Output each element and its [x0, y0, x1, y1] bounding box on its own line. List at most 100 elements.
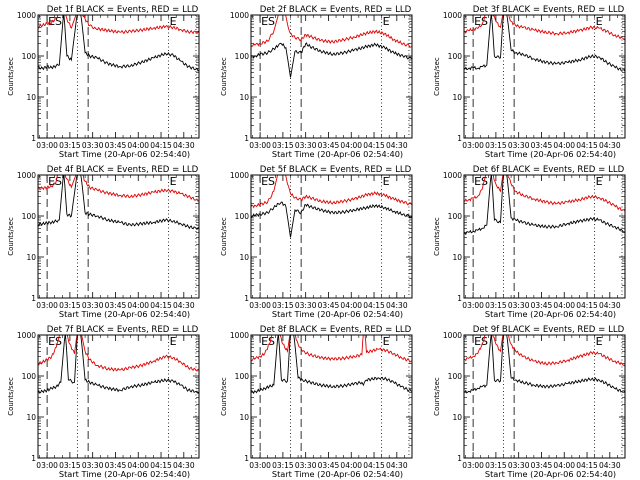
event-marker-label: ES: [48, 335, 62, 348]
x-tick-label: 03:45: [531, 461, 553, 470]
x-tick-label: 03:00: [462, 461, 484, 470]
y-axis-label: Counts/sec: [7, 57, 15, 96]
plot-frame: [250, 174, 413, 299]
x-tick-label: 04:15: [576, 141, 598, 150]
x-tick-label: 03:00: [249, 461, 271, 470]
chart-panel-9: Det 9f BLACK = Events, RED = LLD Counts/s…: [433, 325, 626, 479]
y-tick-label: 10: [452, 93, 462, 102]
x-tick-label: 03:15: [485, 141, 507, 150]
event-marker-label: ES: [261, 175, 275, 188]
plot-frame: [463, 174, 626, 299]
chart-panel-7: Det 7f BLACK = Events, RED = LLD Counts/s…: [7, 325, 200, 479]
y-tick-label: 1: [244, 294, 249, 303]
event-marker-label: E: [170, 15, 177, 28]
y-tick-label: 100: [448, 372, 463, 381]
lld-series-line: [251, 335, 412, 363]
x-tick-label: 04:15: [150, 141, 172, 150]
y-axis-label: Counts/sec: [433, 217, 441, 256]
chart-panel-3: Det 3f BLACK = Events, RED = LLD Counts/s…: [433, 5, 626, 159]
event-marker-label: ES: [48, 175, 62, 188]
x-tick-label: 04:00: [340, 141, 362, 150]
y-tick-label: 100: [235, 212, 250, 221]
plot-frame: [37, 174, 200, 299]
x-axis-label: Start Time (20-Apr-06 02:54:40): [272, 469, 403, 479]
y-axis-label: Counts/sec: [7, 377, 15, 416]
x-tick-label: 03:15: [59, 141, 81, 150]
x-tick-label: 03:15: [485, 301, 507, 310]
plot-frame: [37, 14, 200, 139]
x-tick-label: 04:30: [173, 301, 195, 310]
lld-series-line: [251, 175, 412, 209]
y-tick-label: 1000: [443, 171, 462, 180]
y-tick-label: 1: [244, 454, 249, 463]
y-tick-label: 100: [22, 52, 37, 61]
x-tick-label: 04:30: [599, 301, 621, 310]
x-tick-label: 03:30: [295, 461, 317, 470]
x-axis-label: Start Time (20-Apr-06 02:54:40): [272, 309, 403, 319]
x-tick-label: 04:00: [553, 141, 575, 150]
x-tick-label: 04:00: [127, 301, 149, 310]
lld-series-line: [464, 15, 625, 41]
chart-title: Det 9f BLACK = Events, RED = LLD: [473, 325, 625, 335]
x-axis-label: Start Time (20-Apr-06 02:54:40): [59, 469, 190, 479]
x-tick-label: 04:15: [363, 461, 385, 470]
x-tick-label: 03:00: [36, 301, 58, 310]
events-series-line: [38, 335, 199, 395]
y-tick-label: 1000: [17, 11, 36, 20]
plot-frame: [463, 14, 626, 139]
chart-title: Det 4f BLACK = Events, RED = LLD: [47, 165, 199, 175]
x-tick-label: 03:30: [508, 141, 530, 150]
x-tick-label: 03:15: [59, 461, 81, 470]
x-tick-label: 03:00: [36, 461, 58, 470]
x-tick-label: 03:45: [531, 301, 553, 310]
x-tick-label: 04:00: [340, 301, 362, 310]
x-axis-label: Start Time (20-Apr-06 02:54:40): [485, 149, 616, 159]
x-tick-label: 04:15: [576, 461, 598, 470]
y-tick-label: 1: [457, 134, 462, 143]
y-axis-label: Counts/sec: [433, 57, 441, 96]
chart-title: Det 7f BLACK = Events, RED = LLD: [47, 325, 199, 335]
x-tick-label: 04:15: [150, 461, 172, 470]
x-tick-label: 04:00: [127, 461, 149, 470]
x-tick-label: 04:00: [340, 461, 362, 470]
events-series-line: [251, 42, 412, 78]
x-tick-label: 03:45: [318, 461, 340, 470]
x-tick-label: 03:30: [295, 141, 317, 150]
y-tick-label: 1000: [230, 171, 249, 180]
x-tick-label: 04:30: [599, 461, 621, 470]
y-tick-label: 1: [31, 134, 36, 143]
chart-title: Det 6f BLACK = Events, RED = LLD: [473, 165, 625, 175]
lld-series-line: [464, 175, 625, 212]
x-tick-label: 03:45: [318, 141, 340, 150]
y-tick-label: 10: [239, 413, 249, 422]
lld-series-line: [38, 15, 199, 35]
event-marker-label: ES: [261, 15, 275, 28]
x-tick-label: 04:30: [599, 141, 621, 150]
events-series-line: [464, 175, 625, 236]
x-tick-label: 03:15: [272, 461, 294, 470]
x-tick-label: 04:15: [363, 301, 385, 310]
x-axis-label: Start Time (20-Apr-06 02:54:40): [59, 309, 190, 319]
lld-series-line: [464, 335, 625, 367]
plot-frame: [37, 334, 200, 459]
event-marker-label: ES: [474, 175, 488, 188]
x-tick-label: 04:15: [576, 301, 598, 310]
x-tick-label: 04:30: [386, 141, 408, 150]
events-series-line: [251, 335, 412, 395]
y-axis-label: Counts/sec: [433, 377, 441, 416]
plot-frame: [250, 334, 413, 459]
y-tick-label: 1000: [17, 171, 36, 180]
lld-series-line: [38, 175, 199, 202]
x-tick-label: 03:15: [272, 301, 294, 310]
x-tick-label: 03:00: [249, 301, 271, 310]
x-tick-label: 03:30: [295, 301, 317, 310]
x-tick-label: 04:30: [386, 461, 408, 470]
y-tick-label: 100: [22, 372, 37, 381]
y-tick-label: 1: [244, 134, 249, 143]
x-tick-label: 03:00: [36, 141, 58, 150]
x-tick-label: 03:45: [105, 461, 127, 470]
x-tick-label: 03:00: [249, 141, 271, 150]
chart-title: Det 1f BLACK = Events, RED = LLD: [47, 5, 199, 15]
y-axis-label: Counts/sec: [220, 57, 228, 96]
